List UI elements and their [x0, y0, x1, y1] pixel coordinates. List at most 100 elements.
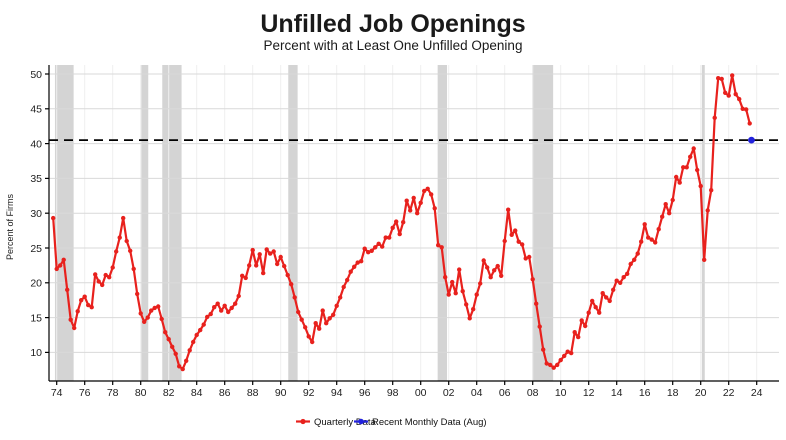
y-tick-label: 45: [30, 104, 42, 116]
x-tick-label: 04: [471, 387, 483, 399]
quarterly-data-point: [719, 76, 724, 82]
quarterly-data-point: [712, 115, 717, 121]
quarterly-data-point: [408, 208, 413, 213]
quarterly-data-point: [348, 269, 353, 274]
quarterly-data-point: [726, 93, 731, 98]
quarterly-data-point: [383, 235, 388, 240]
quarterly-data-point: [317, 326, 322, 331]
x-tick-label: 14: [611, 387, 623, 399]
quarterly-data-point: [541, 347, 546, 352]
quarterly-data-point: [534, 301, 539, 306]
quarterly-data-point: [359, 259, 364, 264]
quarterly-data-point: [51, 215, 56, 221]
legend-quarterly-label: Quarterly Data: [314, 417, 376, 428]
x-tick-label: 12: [583, 387, 595, 399]
quarterly-data-point: [240, 273, 245, 278]
quarterly-data-point: [373, 245, 378, 250]
quarterly-data-point: [135, 291, 140, 297]
legend: Quarterly Data Recent Monthly Data (Aug): [296, 417, 487, 428]
quarterly-data-point: [632, 257, 637, 262]
quarterly-data-point: [516, 239, 521, 244]
quarterly-data-point: [89, 305, 94, 310]
quarterly-data-point: [558, 357, 563, 363]
plot-layer: 10 15 20 25 30 35 40 45 50 74 76 78 80 82 84 86 88 90 92 94…: [30, 65, 779, 399]
quarterly-data-point: [215, 301, 220, 306]
quarterly-data-point: [275, 261, 280, 267]
x-tick-label: 82: [163, 387, 175, 399]
quarterly-data-point: [548, 362, 553, 368]
quarterly-data-point: [166, 337, 171, 342]
x-tick-label: 80: [135, 387, 147, 399]
quarterly-data-point: [446, 292, 451, 297]
recent-monthly-data-point: [748, 136, 755, 144]
y-tick-label: 30: [30, 208, 42, 220]
quarterly-data-point: [723, 90, 728, 96]
quarterly-data-point: [243, 275, 248, 281]
x-tick-label: 10: [555, 387, 567, 399]
quarterly-data-point: [744, 107, 749, 112]
quarterly-data-point: [75, 309, 80, 314]
x-tick-label: 22: [723, 387, 735, 399]
quarterly-data-point: [205, 314, 210, 320]
legend-monthly-point-marker: [358, 418, 364, 425]
quarterly-data-point: [520, 242, 525, 247]
quarterly-data-point: [247, 263, 252, 268]
quarterly-data-point: [415, 211, 420, 216]
quarterly-data-point: [226, 309, 231, 315]
quarterly-data-point: [604, 295, 609, 300]
quarterly-data-point: [282, 263, 287, 269]
quarterly-data-point: [530, 277, 535, 282]
x-tick-label: 18: [667, 387, 679, 399]
quarterly-data-point: [523, 256, 528, 261]
quarterly-data-point: [653, 240, 658, 245]
quarterly-data-point: [450, 279, 455, 285]
quarterly-data-point: [733, 92, 738, 97]
y-axis-label: Percent of Firms: [5, 193, 15, 260]
recession-band: [54, 65, 74, 381]
quarterly-data-point: [310, 339, 315, 345]
quarterly-data-point: [642, 222, 647, 227]
quarterly-data-point: [117, 235, 122, 240]
quarterly-data-point: [320, 308, 325, 313]
quarterly-data-point: [716, 76, 721, 81]
quarterly-data-point: [250, 247, 255, 253]
quarterly-data-point: [439, 245, 444, 250]
y-tick-label: 40: [30, 138, 42, 150]
quarterly-data-point: [681, 165, 686, 170]
quarterly-data-point: [614, 278, 619, 283]
quarterly-data-point: [86, 302, 91, 308]
quarterly-data-point: [313, 321, 318, 326]
quarterly-data-point: [289, 282, 294, 287]
quarterly-data-point: [338, 295, 343, 300]
quarterly-data-point: [390, 225, 395, 230]
quarterly-data-point: [702, 257, 707, 262]
quarterly-data-point: [436, 243, 441, 248]
quarterly-data-point: [296, 309, 301, 315]
quarterly-data-point: [376, 241, 381, 246]
y-tick-label: 50: [30, 69, 42, 81]
quarterly-data-point: [656, 227, 661, 232]
quarterly-data-point: [170, 344, 175, 349]
quarterly-data-point: [649, 237, 654, 242]
quarterly-data-point: [387, 235, 392, 240]
quarterly-data-point: [747, 121, 752, 126]
quarterly-data-point: [663, 202, 668, 207]
quarterly-data-point: [145, 315, 150, 320]
quarterly-data-point: [54, 266, 59, 272]
quarterly-data-point: [513, 228, 518, 233]
quarterly-data-point: [499, 273, 504, 278]
quarterly-data-point: [481, 258, 486, 263]
quarterly-data-point: [667, 211, 672, 216]
quarterly-data-point: [68, 317, 73, 322]
quarterly-data-point: [635, 251, 640, 256]
recession-band: [437, 65, 448, 381]
quarterly-data-point: [152, 305, 157, 311]
quarterly-data-point: [331, 312, 336, 317]
quarterly-data-point: [208, 311, 213, 317]
quarterly-data-point: [674, 174, 679, 180]
quarterly-data-point: [411, 195, 416, 201]
x-tick-label: 20: [695, 387, 707, 399]
chart-title: Unfilled Job Openings: [260, 10, 525, 38]
